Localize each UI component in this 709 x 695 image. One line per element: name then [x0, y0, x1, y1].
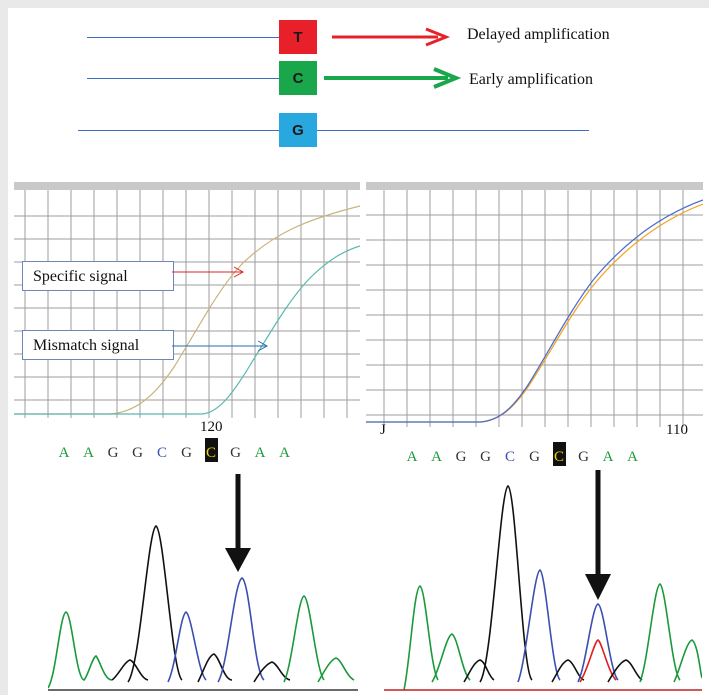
trace-g-2-right	[479, 485, 533, 683]
trace-a-1-right	[403, 585, 439, 691]
trace-g-3	[197, 653, 233, 683]
trace-g-4-right	[607, 659, 643, 683]
right-base-3: G	[480, 449, 491, 465]
template-line-g-left	[78, 130, 279, 131]
left-base-7: G	[230, 445, 241, 461]
left-base-3: G	[132, 445, 143, 461]
right-base-0: A	[407, 449, 418, 465]
trace-a-3-right	[639, 583, 681, 683]
base-box-c: C	[279, 61, 317, 95]
right-position-label-left: J	[380, 422, 386, 438]
trace-a-4-right	[673, 639, 702, 683]
left-base-5: G	[181, 445, 192, 461]
base-label-c: C	[292, 69, 304, 87]
right-highlight-box	[553, 442, 566, 466]
right-chromatogram	[384, 470, 702, 691]
right-base-5: G	[529, 449, 540, 465]
template-line-t	[87, 37, 279, 38]
mismatch-signal-curve	[14, 245, 360, 415]
trace-g-2	[127, 525, 183, 683]
trace-a-1	[48, 611, 113, 689]
right-snp-arrow-icon	[585, 574, 611, 600]
early-arrow-icon	[324, 67, 462, 89]
trace-g-1-right	[463, 659, 495, 683]
left-base-4: C	[157, 445, 167, 461]
right-base-7: G	[578, 449, 589, 465]
left-snp-arrow-icon	[225, 548, 251, 572]
mismatch-signal-curve-right	[366, 199, 703, 423]
left-chromatogram	[48, 474, 358, 691]
left-base-8: A	[255, 445, 266, 461]
trace-g-1	[111, 659, 149, 681]
trace-c-snp-right	[577, 603, 619, 683]
right-base-4: C	[505, 449, 515, 465]
trace-g-4	[253, 661, 291, 683]
right-base-8: A	[603, 449, 614, 465]
base-box-g: G	[279, 113, 317, 147]
trace-c-snp	[217, 577, 265, 683]
trace-a-2	[283, 595, 325, 683]
base-box-t: T	[279, 20, 317, 54]
left-highlight-box	[205, 438, 218, 462]
right-base-2: G	[456, 449, 467, 465]
trace-t-snp-right	[579, 639, 617, 683]
left-base-2: G	[108, 445, 119, 461]
trace-a-3	[317, 657, 355, 683]
right-base-6: C	[554, 449, 564, 465]
left-amplification-plot	[14, 182, 360, 418]
specific-signal-callout: Specific signal	[22, 261, 174, 291]
trace-a-2-right	[431, 633, 471, 683]
mismatch-callout-arrow-icon	[172, 340, 269, 352]
delayed-arrow-icon	[332, 27, 451, 47]
template-line-g-right	[317, 130, 589, 131]
mismatch-signal-callout: Mismatch signal	[22, 330, 174, 360]
base-label-t: T	[293, 28, 303, 46]
template-line-c	[87, 78, 279, 79]
trace-c-1-right	[517, 569, 561, 683]
right-base-1: A	[431, 449, 442, 465]
trace-g-3-right	[551, 659, 585, 683]
right-grid	[366, 190, 703, 427]
right-base-9: A	[627, 449, 638, 465]
specific-signal-curve	[14, 205, 360, 415]
base-label-g: G	[292, 121, 304, 139]
left-position-label: 120	[200, 419, 223, 435]
right-amplification-plot	[366, 182, 703, 427]
delayed-amplification-label: Delayed amplification	[467, 26, 610, 43]
left-base-0: A	[59, 445, 70, 461]
early-amplification-label: Early amplification	[469, 71, 593, 88]
trace-c-1	[167, 611, 207, 683]
left-base-9: A	[279, 445, 290, 461]
specific-callout-arrow-icon	[172, 266, 245, 278]
left-base-1: A	[83, 445, 94, 461]
left-base-6: C	[206, 445, 216, 461]
right-position-label-right: 110	[666, 422, 688, 438]
